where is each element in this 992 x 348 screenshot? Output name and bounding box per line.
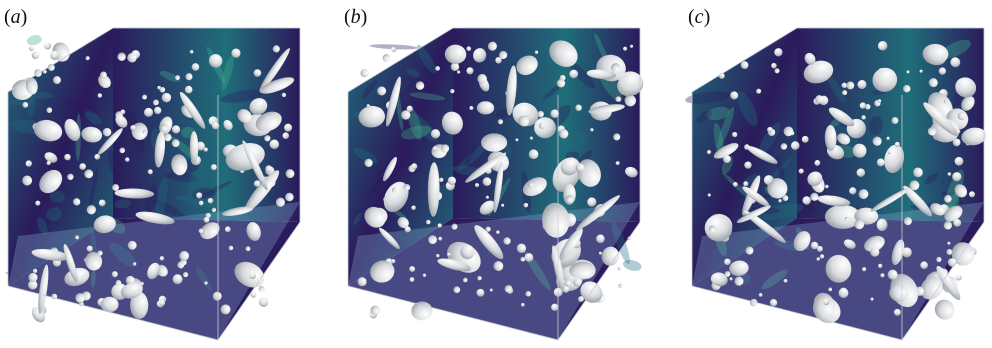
panel-a: (a) <box>0 0 330 348</box>
cube-render-c <box>685 27 987 341</box>
panel-label-b: (b) <box>344 6 368 28</box>
cube-render-b <box>347 27 644 341</box>
cube-render-a <box>5 27 301 341</box>
panel-label-a: (a) <box>4 6 28 28</box>
panel-b: (b) <box>340 0 670 348</box>
panel-c: (c) <box>684 0 992 348</box>
panel-label-c: (c) <box>688 6 711 28</box>
